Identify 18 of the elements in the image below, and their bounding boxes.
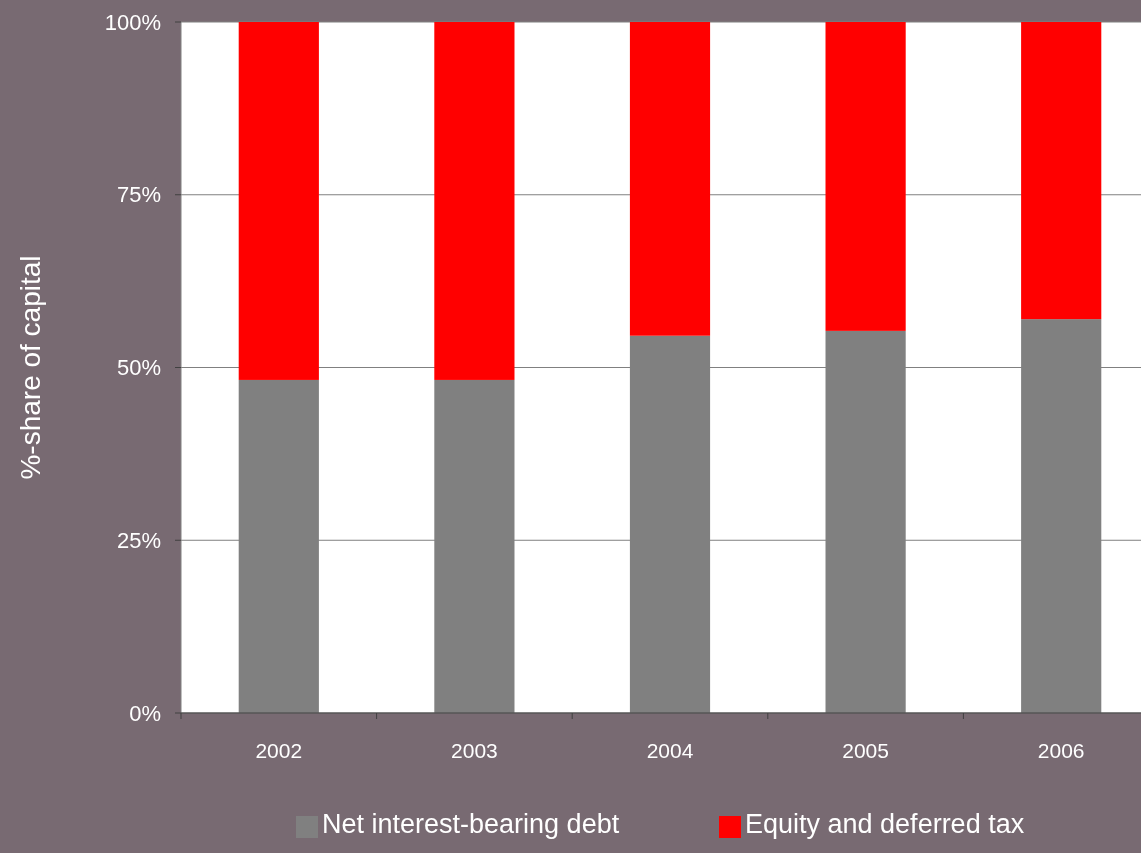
bar [434, 22, 515, 380]
y-tick-label: 50% [116, 355, 161, 381]
legend-label: Net interest-bearing debt [322, 809, 620, 839]
y-tick-label: 25% [116, 527, 161, 553]
bar [825, 22, 906, 331]
legend-label: Equity and deferred tax [745, 809, 1025, 839]
x-tick-label: 2003 [451, 739, 498, 762]
y-tick-label: 75% [116, 182, 161, 208]
bar [1021, 22, 1102, 320]
y-axis-title: %-share of capital [15, 255, 46, 480]
x-tick-label: 2002 [255, 739, 303, 762]
x-tick-label: 2006 [1037, 739, 1085, 762]
x-tick-label: 2004 [646, 739, 694, 762]
bar [629, 22, 711, 336]
y-tick-label: 100% [104, 9, 161, 35]
y-tick-label: 0% [129, 700, 161, 726]
x-tick-label: 2005 [842, 739, 889, 762]
bar [238, 22, 319, 380]
